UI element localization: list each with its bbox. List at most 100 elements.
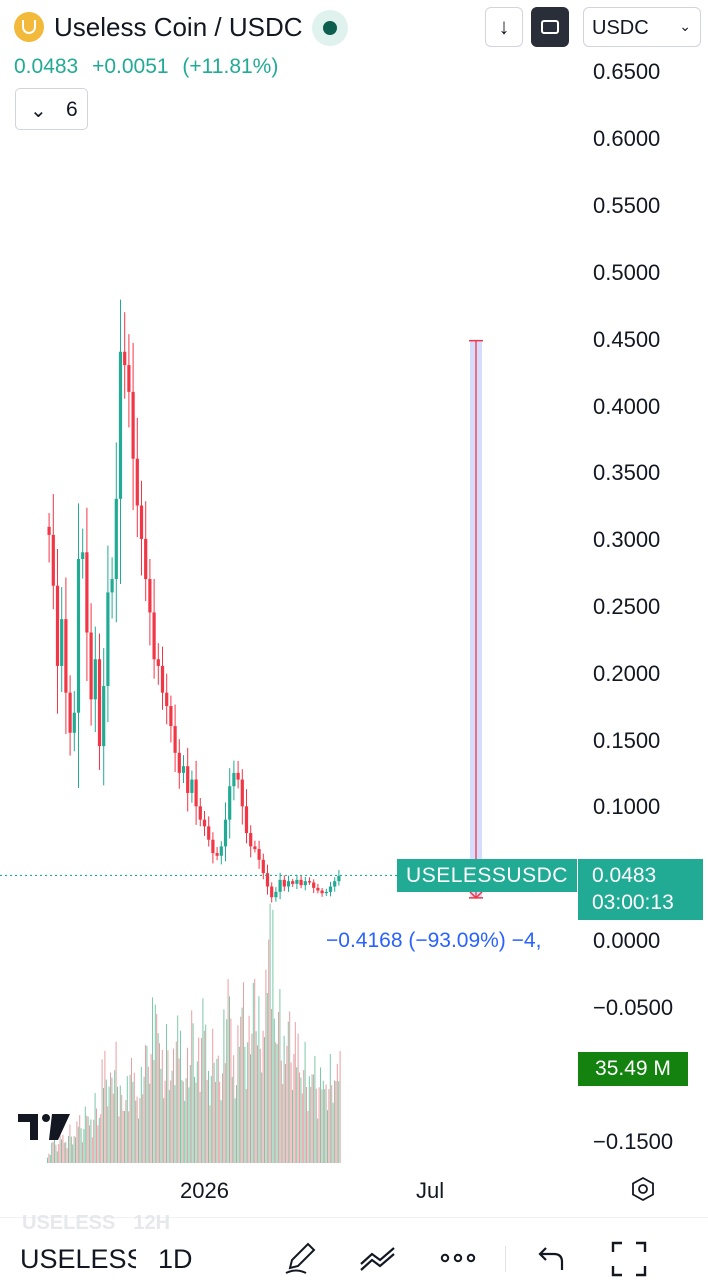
volume-bar (147, 1066, 149, 1163)
volume-bar (314, 1056, 316, 1163)
price-axis[interactable]: 0.6500 0.6000 0.5500 0.5000 0.4500 0.4000 0.35… (593, 60, 673, 1154)
candlestick-series (47, 299, 341, 903)
candle-body (177, 752, 181, 773)
candle-body (72, 712, 76, 733)
volume-bar (142, 1094, 144, 1163)
arrow-down-icon[interactable]: ↓ (485, 7, 523, 47)
volume-bar (87, 1116, 89, 1163)
candle-body (76, 558, 81, 713)
volume-bar (84, 1106, 86, 1163)
candle-body (114, 498, 118, 580)
candle-body (148, 579, 152, 613)
volume-bar (189, 1064, 191, 1163)
volume-bar (192, 1023, 194, 1163)
volume-bar (62, 1134, 64, 1163)
volume-bar (236, 1085, 237, 1163)
currency-select[interactable]: USDC ⌄ (583, 7, 701, 47)
volume-bar (108, 1086, 110, 1163)
volume-bar (56, 1151, 58, 1163)
more-options-icon[interactable] (438, 1240, 478, 1276)
volume-bar (128, 1111, 130, 1163)
candle-body (156, 659, 160, 666)
price-axis-tick: −0.1500 (593, 1129, 673, 1154)
indicators-toggle-button[interactable]: ⌄ 6 (15, 88, 88, 130)
volume-bar (152, 997, 153, 1163)
price-axis-tick: 0.6000 (593, 126, 660, 151)
volume-bar (59, 1131, 61, 1163)
volume-bar (143, 1076, 145, 1163)
candle-body (223, 819, 228, 847)
candle-body (139, 505, 144, 539)
volume-bar (266, 992, 268, 1163)
indicator-count: 6 (66, 98, 78, 121)
last-price: 0.0483 (14, 55, 79, 78)
line-tools-icon[interactable] (358, 1240, 398, 1276)
volume-bar (201, 1038, 202, 1163)
settings-icon[interactable] (630, 1176, 656, 1202)
price-axis-tick: 0.4500 (593, 327, 660, 352)
volume-bar (296, 1067, 298, 1163)
last-price-tag: 0.0483 03:00:13 (578, 859, 703, 920)
volume-tag: 35.49 M (578, 1052, 688, 1086)
volume-bar (188, 1087, 190, 1163)
candle-body (85, 552, 89, 633)
volume-bar (145, 1044, 146, 1163)
volume-bar (275, 1042, 277, 1163)
volume-bar (115, 1041, 117, 1163)
volume-bar (58, 1143, 60, 1163)
volume-bar (297, 1033, 299, 1163)
volume-bar (90, 1119, 92, 1163)
volume-bar (65, 1142, 67, 1163)
candle-body (160, 665, 165, 693)
measure-tool[interactable] (469, 339, 483, 899)
volume-bar (322, 1080, 324, 1163)
price-axis-tick: 0.1000 (593, 794, 660, 819)
volume-bar (217, 1055, 219, 1163)
volume-bar (238, 1046, 240, 1163)
candle-body (328, 886, 333, 892)
volume-bar (310, 1086, 312, 1163)
price-chart[interactable]: 0.6500 0.6000 0.5500 0.5000 0.4500 0.4000 0.35… (0, 60, 708, 1210)
volume-bar (229, 996, 230, 1163)
candle-body (316, 887, 320, 891)
chart-mode-button[interactable] (531, 7, 569, 47)
undo-icon[interactable] (534, 1240, 566, 1276)
interval-button[interactable]: 1D (158, 1244, 193, 1274)
toolbar-divider (0, 1217, 708, 1218)
volume-bar (77, 1126, 79, 1163)
market-status-badge[interactable] (312, 10, 348, 46)
tradingview-logo-icon[interactable] (18, 1112, 70, 1142)
price-axis-tick: 0.2500 (593, 594, 660, 619)
volume-bar (244, 1046, 246, 1163)
volume-bar (118, 1116, 120, 1163)
price-axis-tick: 0.1500 (593, 728, 660, 753)
volume-bar (156, 1014, 158, 1163)
volume-bar (289, 1011, 291, 1163)
market-open-dot-icon (323, 21, 337, 35)
volume-bar (313, 1074, 314, 1163)
volume-bar (226, 1019, 228, 1163)
candle-body (219, 846, 223, 856)
candle-body (127, 365, 131, 392)
volume-bar (278, 1011, 279, 1163)
volume-bar (223, 1009, 225, 1163)
bottom-symbol-button[interactable]: USELESSUSDC (20, 1244, 136, 1274)
volume-bar (194, 1076, 195, 1163)
volume-bar (258, 996, 260, 1163)
volume-bar (264, 1037, 265, 1163)
volume-bar (230, 1018, 232, 1163)
volume-bar (125, 1100, 127, 1163)
draw-pencil-icon[interactable] (282, 1240, 318, 1276)
volume-bar (208, 1070, 209, 1163)
price-line: 0.0483 +0.0051 (+11.81%) (14, 55, 286, 79)
volume-bar (93, 1119, 95, 1163)
candle-body (324, 891, 328, 894)
candle-body (312, 882, 316, 888)
volume-bar (250, 1054, 251, 1163)
volume-bar (126, 1076, 128, 1163)
volume-bar (318, 1087, 320, 1163)
volume-bar (334, 1080, 335, 1163)
volume-bar (224, 1063, 226, 1163)
fullscreen-icon[interactable] (610, 1240, 648, 1278)
symbol-title[interactable]: Useless Coin / USDC (54, 12, 303, 42)
